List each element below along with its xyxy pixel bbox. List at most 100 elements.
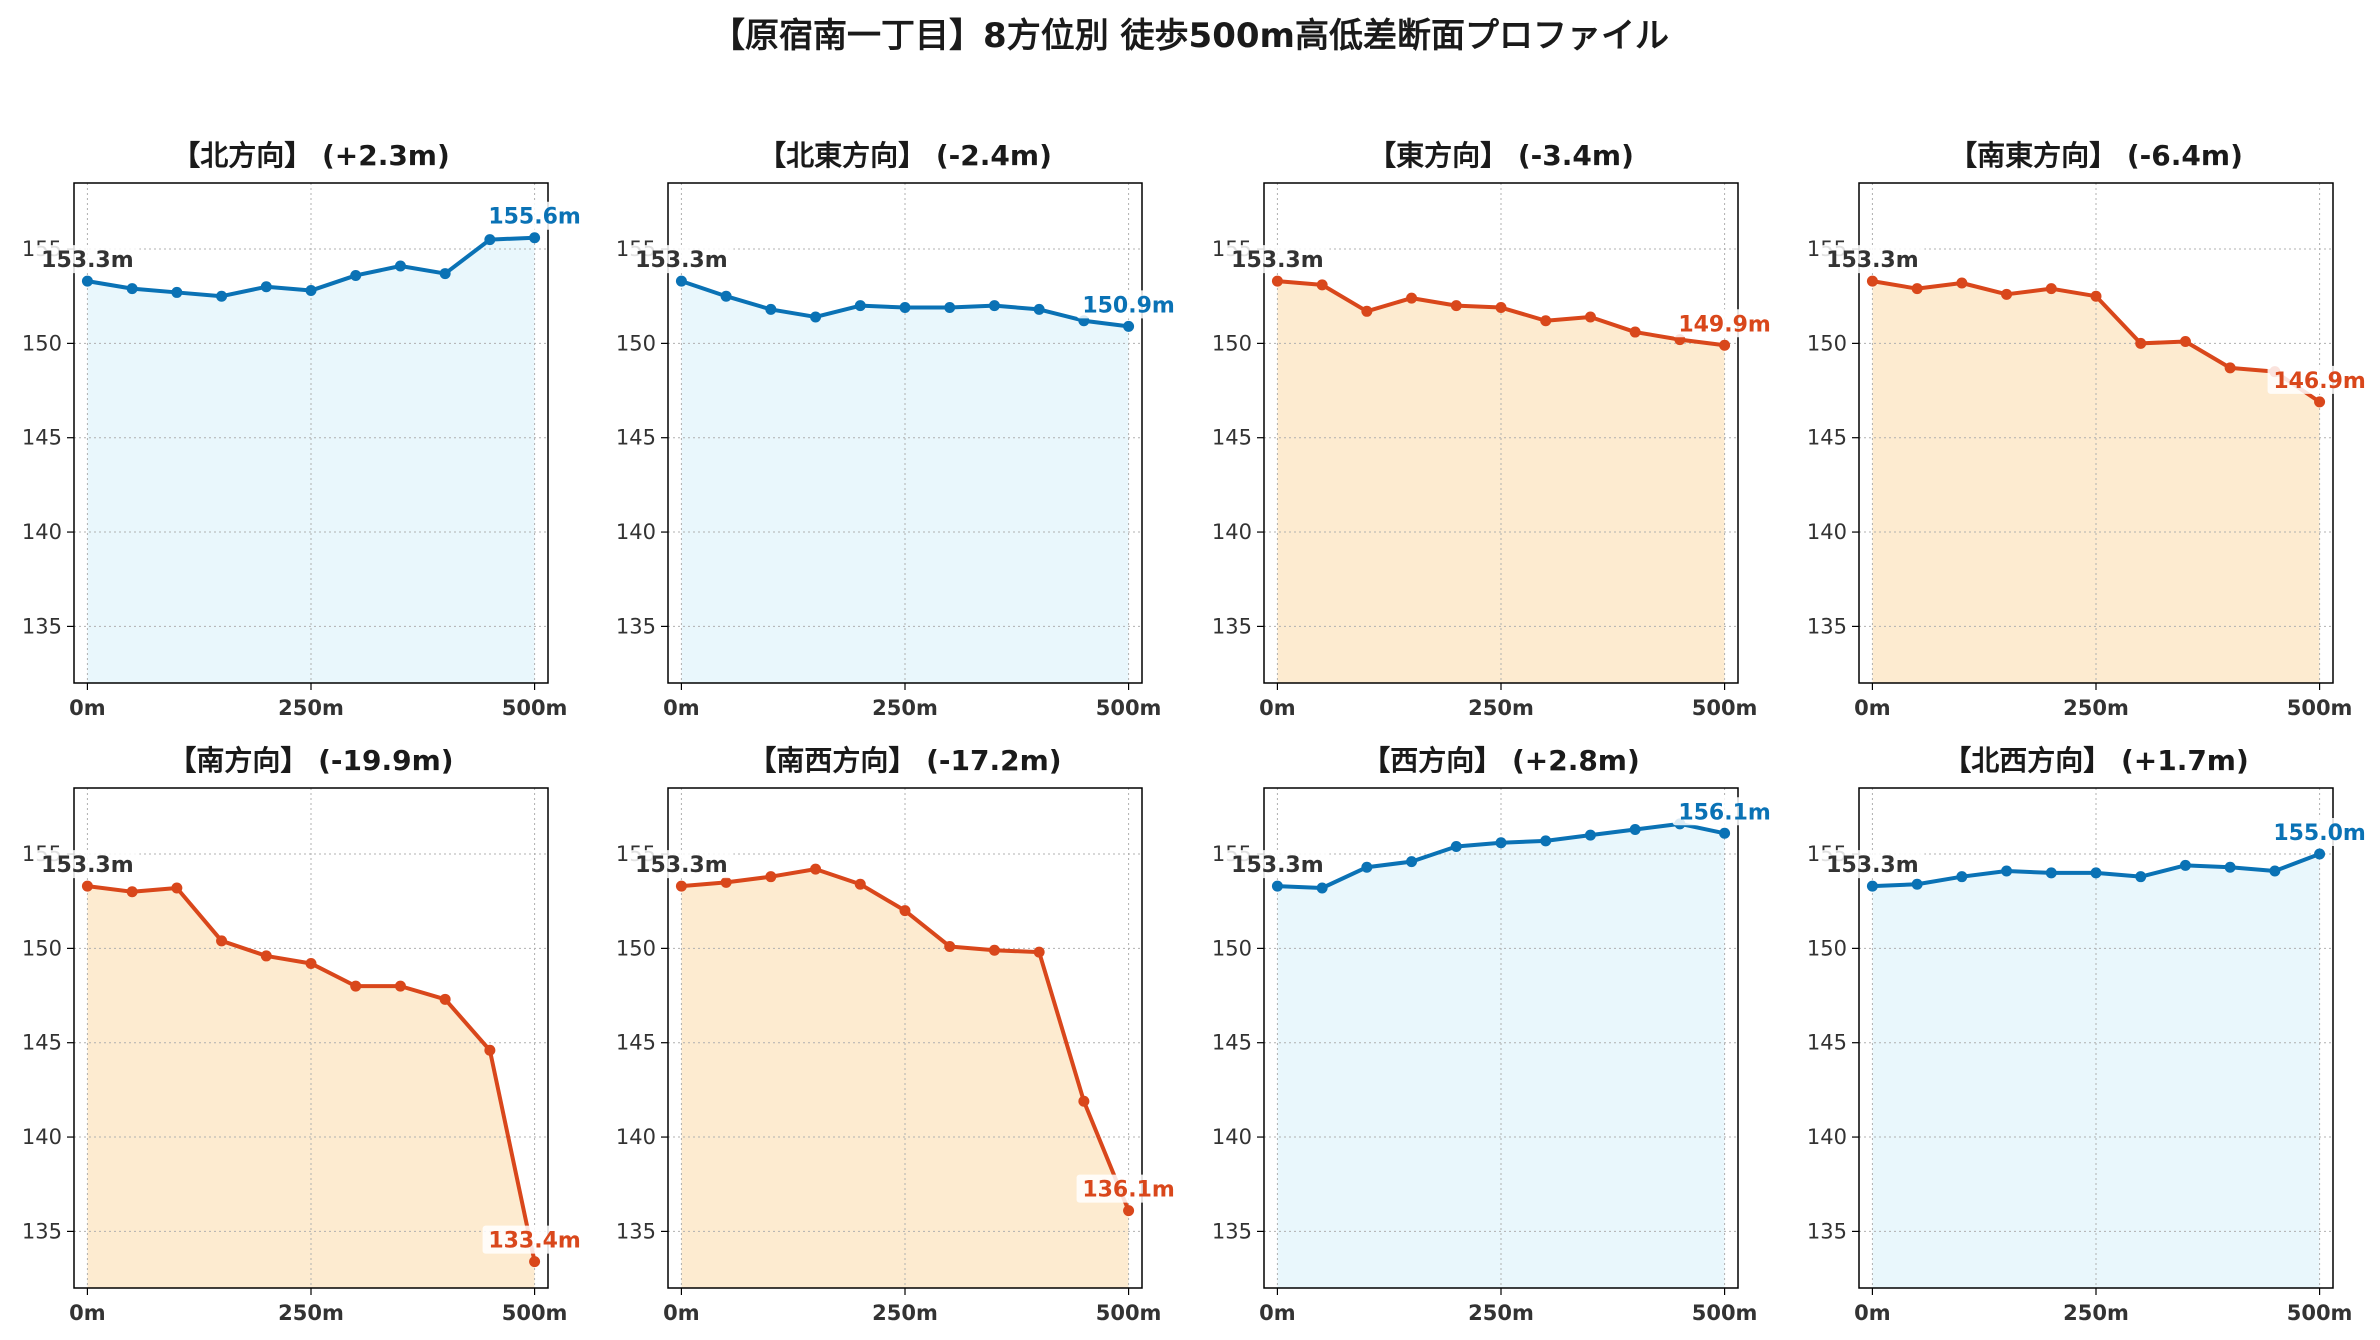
y-tick-label: 140 [1807, 520, 1847, 544]
panel-title: 【北東方向】 (-2.4m) [758, 139, 1052, 172]
data-point [1123, 1205, 1135, 1217]
data-point [1956, 277, 1968, 289]
y-tick-label: 135 [1212, 1219, 1252, 1243]
data-point [1911, 878, 1923, 890]
start-label: 153.3m [635, 853, 728, 878]
data-point [720, 290, 732, 302]
y-tick-label: 150 [22, 936, 62, 960]
data-point [81, 880, 93, 892]
data-point [2135, 871, 2147, 883]
data-point [2090, 867, 2102, 879]
end-label: 133.4m [488, 1229, 581, 1254]
x-tick-label: 0m [69, 1301, 106, 1325]
data-point [720, 876, 732, 888]
x-tick-label: 0m [1854, 1301, 1891, 1325]
data-point [765, 871, 777, 883]
x-tick-label: 500m [1096, 696, 1162, 720]
data-point [1956, 871, 1968, 883]
panel-title: 【東方向】 (-3.4m) [1368, 139, 1634, 172]
y-tick-label: 135 [22, 614, 62, 638]
data-point [1406, 292, 1418, 304]
x-tick-label: 500m [1096, 1301, 1162, 1325]
data-point [1033, 946, 1045, 958]
panel-title: 【南方向】 (-19.9m) [168, 744, 453, 777]
data-point [988, 300, 1000, 312]
x-tick-label: 500m [1692, 1301, 1758, 1325]
data-point [1629, 824, 1641, 836]
data-point [810, 311, 822, 323]
data-point [529, 1256, 541, 1268]
y-tick-label: 140 [1212, 1125, 1252, 1149]
data-point [2179, 335, 2191, 347]
data-point [988, 944, 1000, 956]
y-tick-label: 140 [22, 1125, 62, 1149]
data-point [350, 980, 362, 992]
chart-panel-7: 【西方向】 (+2.8m)1351401451501550m250m500m15… [1212, 744, 1777, 1325]
y-tick-label: 135 [616, 614, 656, 638]
y-tick-label: 140 [1807, 1125, 1847, 1149]
x-tick-label: 0m [1259, 696, 1296, 720]
data-point [1911, 283, 1923, 295]
x-tick-label: 250m [1468, 696, 1534, 720]
data-point [944, 940, 956, 952]
start-label-bg [629, 850, 734, 879]
y-tick-label: 140 [1212, 520, 1252, 544]
data-point [1584, 311, 1596, 323]
y-tick-label: 135 [1807, 614, 1847, 638]
data-point [1629, 326, 1641, 338]
data-point [899, 905, 911, 917]
end-label: 149.9m [1678, 312, 1771, 337]
data-point [765, 303, 777, 315]
data-point [126, 283, 138, 295]
data-point [529, 232, 541, 244]
x-tick-label: 0m [663, 696, 700, 720]
y-tick-label: 145 [22, 426, 62, 450]
data-point [1719, 827, 1731, 839]
y-tick-label: 145 [1807, 1031, 1847, 1055]
data-point [394, 980, 406, 992]
end-label: 136.1m [1082, 1178, 1175, 1203]
x-tick-label: 500m [2287, 696, 2353, 720]
start-label: 153.3m [1231, 853, 1324, 878]
panel-title: 【南西方向】 (-17.2m) [748, 744, 1061, 777]
data-point [1406, 856, 1418, 868]
data-point [944, 302, 956, 314]
end-label: 155.6m [488, 205, 581, 230]
data-point [1866, 275, 1878, 287]
panel-title: 【北方向】 (+2.3m) [172, 139, 450, 172]
start-label: 153.3m [1231, 248, 1324, 273]
data-point [1495, 837, 1507, 849]
y-tick-label: 135 [616, 1219, 656, 1243]
data-point [394, 260, 406, 272]
start-label-bg [1820, 245, 1925, 274]
data-point [2045, 283, 2057, 295]
end-label-bg [1076, 1174, 1181, 1203]
data-point [854, 878, 866, 890]
data-point [216, 935, 228, 947]
end-label-bg [482, 1225, 587, 1254]
x-tick-label: 500m [502, 696, 568, 720]
x-tick-label: 500m [1692, 696, 1758, 720]
data-point [2314, 848, 2326, 860]
y-tick-label: 150 [1212, 331, 1252, 355]
elevation-area [1872, 854, 2320, 1288]
start-label: 153.3m [635, 248, 728, 273]
data-point [81, 275, 93, 287]
chart-panel-5: 【南方向】 (-19.9m)1351401451501550m250m500m1… [22, 744, 587, 1325]
data-point [2224, 861, 2236, 873]
data-point [675, 275, 687, 287]
y-tick-label: 140 [616, 1125, 656, 1149]
data-point [2224, 362, 2236, 374]
x-tick-label: 250m [278, 696, 344, 720]
data-point [1123, 320, 1135, 332]
data-point [1866, 880, 1878, 892]
x-tick-label: 500m [2287, 1301, 2353, 1325]
data-point [1316, 882, 1328, 894]
data-point [2179, 859, 2191, 871]
chart-panel-3: 【東方向】 (-3.4m)1351401451501550m250m500m15… [1212, 139, 1777, 720]
start-label-bg [1225, 245, 1330, 274]
data-point [1361, 305, 1373, 317]
y-tick-label: 145 [1212, 1031, 1252, 1055]
x-tick-label: 0m [663, 1301, 700, 1325]
